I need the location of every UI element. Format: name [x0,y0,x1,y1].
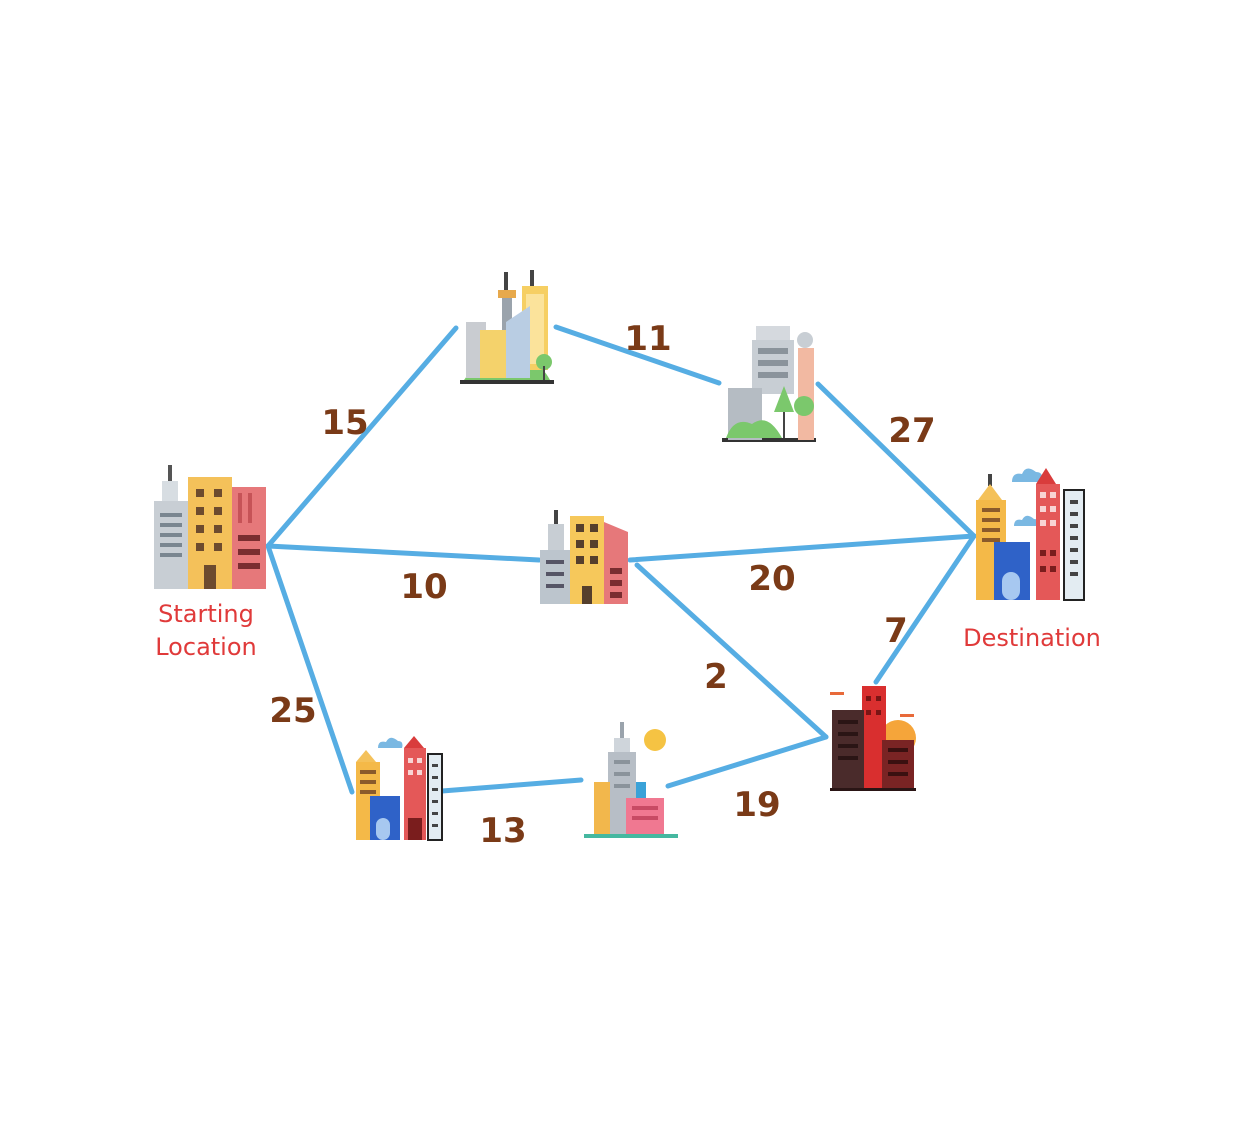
labels-layer: Starting Location Destination [155,600,1101,661]
city-sunset-icon [830,686,916,791]
nodes-layer [154,270,1085,841]
edge-center-destination [627,533,977,563]
weight-center-destination: 20 [748,559,795,599]
weight-center-southeast: 2 [704,657,728,697]
edge-north-northeast [553,324,722,386]
city-skyline-icon [976,468,1085,601]
city-park-icon [722,326,816,442]
edge-south-southeast [665,734,829,789]
weight-start-center: 10 [400,567,447,607]
weight-north-northeast: 11 [624,319,671,359]
edge-start-southwest [265,543,355,795]
destination-label: Destination [963,624,1101,652]
edge-southeast-destination [873,533,977,685]
edge-start-center [265,543,542,563]
weight-south-southeast: 19 [733,785,780,825]
weights-layer: 15 11 27 10 20 2 7 25 13 19 [269,319,935,851]
weight-start-north: 15 [321,403,368,443]
edge-center-southeast [634,562,829,740]
edge-northeast-destination [815,381,977,539]
city-skyline-icon [356,736,443,841]
starting-location-label-line-2: Location [155,633,257,661]
weight-start-southwest: 25 [269,691,316,731]
edge-start-north [265,325,459,549]
skyscraper-sun-icon [584,722,678,838]
edges-layer [265,324,977,795]
starting-location-label: Starting [158,600,254,628]
city-towers-icon [460,270,554,384]
city-skyline-icon [154,465,266,589]
edge-southwest-south [439,777,584,794]
weight-southeast-destination: 7 [884,611,908,651]
office-buildings-icon [540,510,628,604]
weight-southwest-south: 13 [479,811,526,851]
weight-northeast-destination: 27 [888,411,935,451]
